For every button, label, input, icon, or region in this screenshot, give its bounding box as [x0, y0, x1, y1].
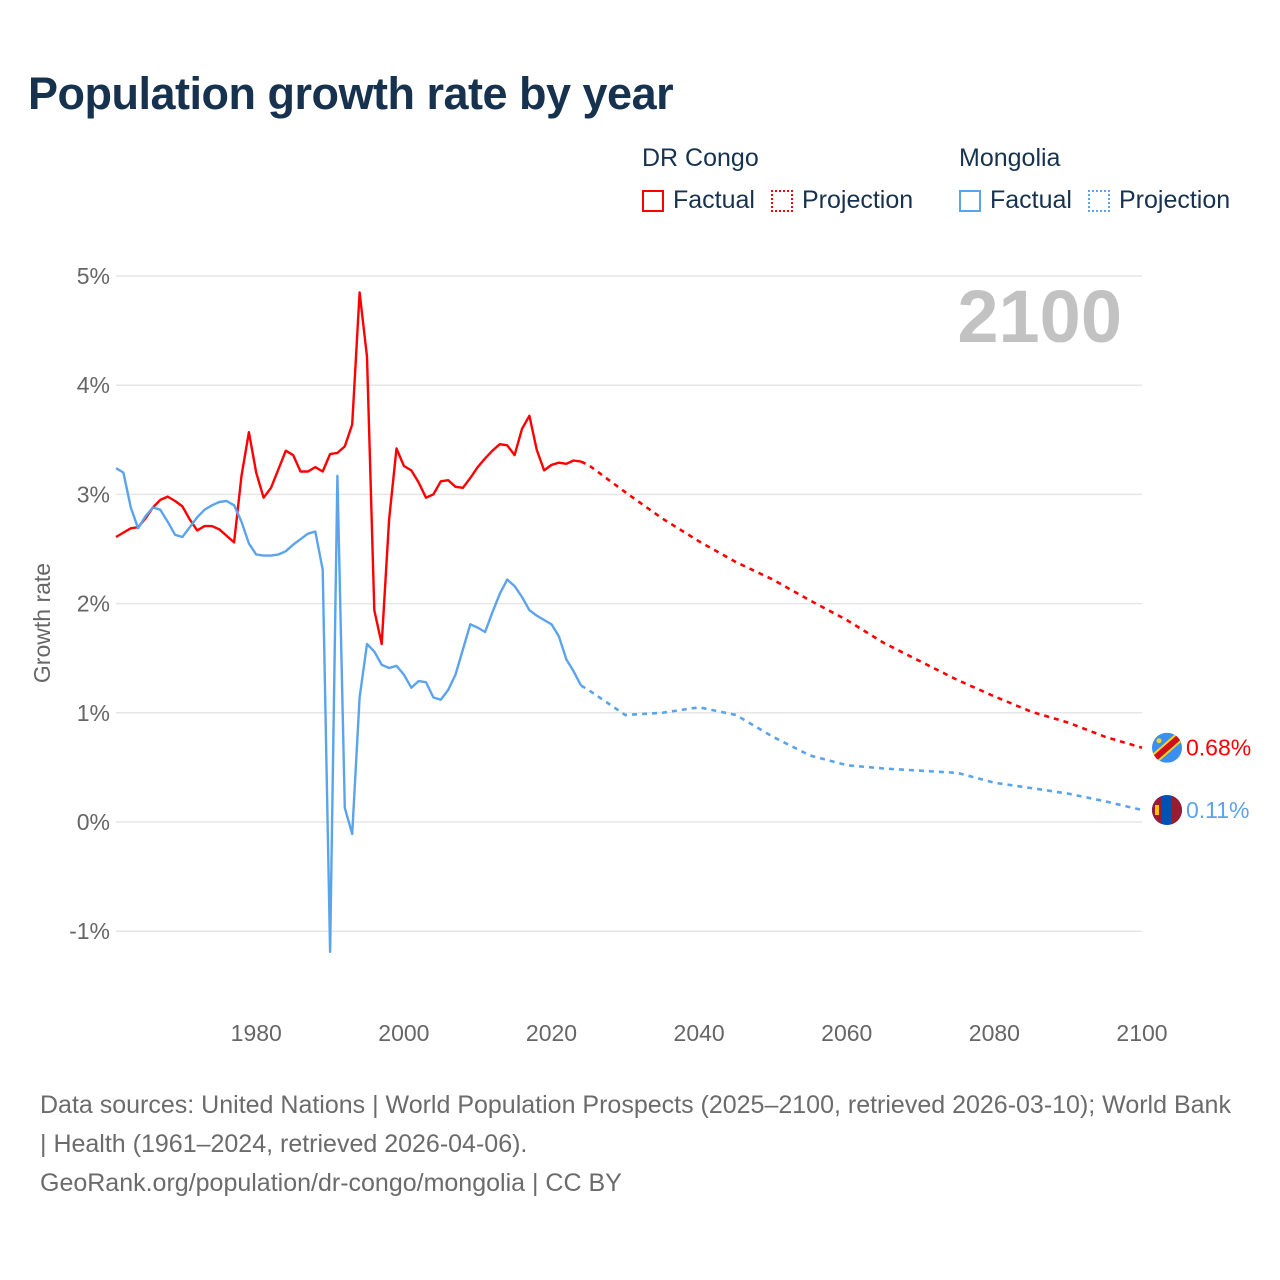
legend-swatch-dotted-icon — [1087, 189, 1110, 212]
y-tick-label: -1% — [69, 918, 110, 944]
y-tick-label: 0% — [77, 809, 110, 835]
flag-soyombo — [1155, 804, 1159, 815]
legend-swatch-solid-icon — [959, 189, 981, 212]
line-chart: 5% 4% 3% 2% 1% 0% -1% 1980 2000 2020 2040 2060 2080 2… — [29, 263, 1251, 1046]
legend-label: Projection — [1118, 186, 1231, 214]
legend-label: Projection — [801, 186, 914, 214]
y-axis-label: Growth rate — [29, 563, 55, 683]
x-tick-label: 1980 — [231, 1020, 282, 1046]
y-tick-label: 2% — [77, 591, 110, 617]
legend-mongolia: Mongolia Factual Projection — [959, 144, 1246, 215]
legend-swatch-solid-icon — [642, 189, 664, 212]
series-line-dr-congo-projection — [580, 460, 1143, 749]
flag-star — [1156, 738, 1162, 744]
legend-item-mongolia-projection[interactable]: Projection — [1087, 186, 1231, 215]
y-tick-label: 1% — [77, 700, 110, 726]
legend-item-dr-congo-projection[interactable]: Projection — [770, 186, 914, 215]
series-line-mongolia-factual — [115, 467, 583, 954]
flag-stripe-red — [1152, 732, 1182, 763]
credit-link[interactable]: GeoRank.org/population/dr-congo/mongolia… — [40, 1169, 622, 1197]
x-tick-label: 2020 — [526, 1020, 577, 1046]
x-tick-label: 2040 — [674, 1020, 725, 1046]
chart-title: Population growth rate by year — [28, 68, 674, 119]
legend-swatch-dotted-icon — [770, 189, 793, 212]
end-value-label: 0.68% — [1186, 735, 1251, 761]
mongolia-flag-icon — [1152, 794, 1182, 825]
legend-country-label: DR Congo — [642, 144, 759, 172]
legend-dr-congo: DR Congo Factual Projection — [642, 144, 929, 215]
legend-label: Factual — [673, 186, 755, 214]
x-tick-label: 2100 — [1116, 1020, 1167, 1046]
legend-label: Factual — [990, 186, 1072, 214]
series-line-dr-congo-factual — [115, 291, 582, 646]
flag-band-right — [1172, 794, 1182, 825]
legend-item-dr-congo-factual[interactable]: Factual — [642, 186, 755, 215]
legend-item-mongolia-factual[interactable]: Factual — [959, 186, 1072, 215]
x-tick-label: 2060 — [821, 1020, 872, 1046]
series-line-mongolia-projection — [580, 684, 1143, 812]
current-year-label: 2100 — [957, 275, 1122, 358]
x-tick-label: 2000 — [378, 1020, 429, 1046]
y-tick-label: 3% — [77, 481, 110, 507]
y-tick-label: 5% — [77, 263, 110, 289]
x-tick-label: 2080 — [969, 1020, 1020, 1046]
data-sources: Data sources: United Nations | World Pop… — [40, 1091, 1231, 1158]
end-value-label: 0.11% — [1186, 797, 1250, 823]
footer: Data sources: United Nations | World Pop… — [40, 1086, 1240, 1203]
dr-congo-flag-icon — [1152, 732, 1182, 763]
legend-country-label: Mongolia — [959, 144, 1061, 172]
y-tick-label: 4% — [77, 372, 110, 398]
